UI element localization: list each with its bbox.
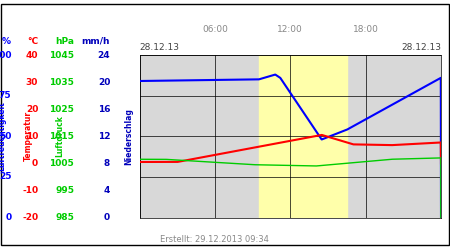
Text: 06:00: 06:00 — [202, 26, 228, 35]
Text: mm/h: mm/h — [82, 37, 110, 46]
Text: -10: -10 — [22, 186, 38, 195]
Text: 985: 985 — [55, 213, 74, 222]
Text: 12: 12 — [98, 132, 110, 141]
Text: 10: 10 — [26, 132, 38, 141]
Text: 16: 16 — [98, 105, 110, 114]
Text: 20: 20 — [98, 78, 110, 86]
Text: 18:00: 18:00 — [353, 26, 378, 35]
Text: 40: 40 — [26, 50, 38, 59]
Text: Erstellt: 29.12.2013 09:34: Erstellt: 29.12.2013 09:34 — [161, 236, 269, 244]
Text: 25: 25 — [0, 172, 11, 182]
Text: Niederschlag: Niederschlag — [124, 108, 133, 165]
Text: 12:00: 12:00 — [277, 26, 303, 35]
Text: 1045: 1045 — [49, 50, 74, 59]
Text: 8: 8 — [104, 159, 110, 168]
Text: 100: 100 — [0, 50, 11, 59]
Text: 50: 50 — [0, 132, 11, 141]
Text: 28.12.13: 28.12.13 — [401, 43, 441, 52]
Text: 20: 20 — [26, 105, 38, 114]
Text: 75: 75 — [0, 91, 11, 100]
Text: 1015: 1015 — [50, 132, 74, 141]
Text: %: % — [2, 37, 11, 46]
Text: 0: 0 — [32, 159, 38, 168]
Text: 1005: 1005 — [50, 159, 74, 168]
Text: hPa: hPa — [55, 37, 74, 46]
Text: 24: 24 — [98, 50, 110, 59]
Text: Temperatur: Temperatur — [23, 111, 32, 161]
Text: 28.12.13: 28.12.13 — [140, 43, 180, 52]
Text: 995: 995 — [55, 186, 74, 195]
Text: 30: 30 — [26, 78, 38, 86]
Text: 0: 0 — [5, 213, 11, 222]
Text: 0: 0 — [104, 213, 110, 222]
Text: 1035: 1035 — [50, 78, 74, 86]
Text: Luftfeuchtigkeit: Luftfeuchtigkeit — [0, 102, 7, 171]
Text: -20: -20 — [22, 213, 38, 222]
Text: °C: °C — [27, 37, 38, 46]
Text: 4: 4 — [104, 186, 110, 195]
Text: 1025: 1025 — [50, 105, 74, 114]
Text: Luftdruck: Luftdruck — [55, 115, 64, 157]
Bar — [259, 55, 347, 218]
